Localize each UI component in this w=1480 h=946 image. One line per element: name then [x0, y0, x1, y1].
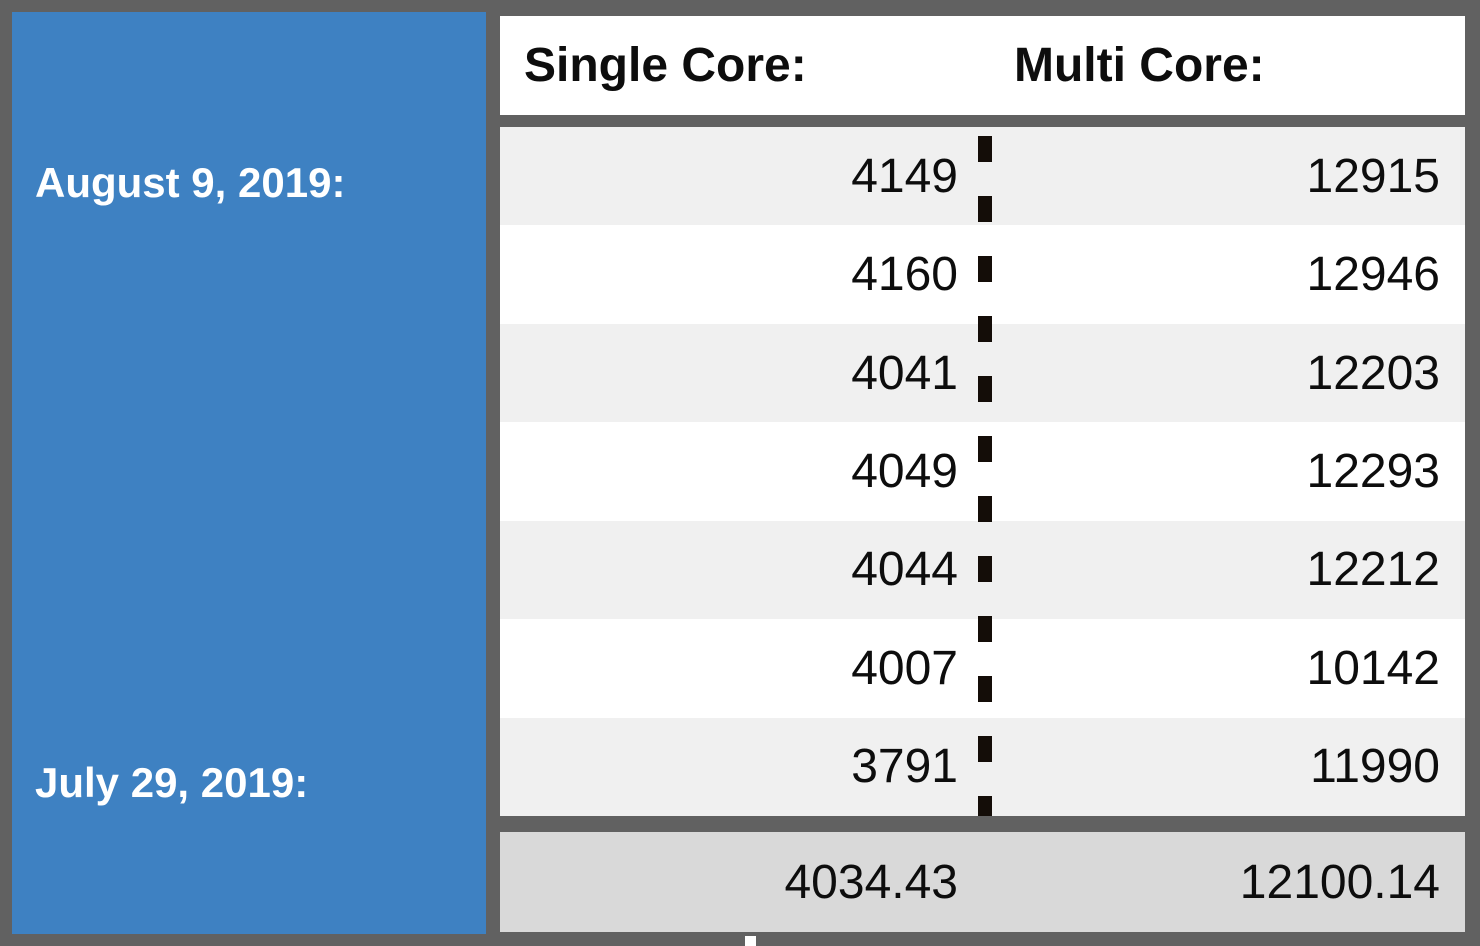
single-core-value: 4007 [851, 641, 958, 695]
single-core-column-header: Single Core: [524, 39, 807, 92]
multi-core-value: 11990 [1310, 740, 1440, 794]
table-row: 4007 10142 [500, 619, 1465, 717]
table-row: 4049 12293 [500, 422, 1465, 520]
table-row: 4044 12212 [500, 520, 1465, 620]
multi-core-value: 12212 [1306, 543, 1440, 597]
table-row: 4149 12915 [500, 127, 1465, 226]
multi-core-average: 12100.14 [1239, 855, 1440, 909]
scores-header: Single Core: Multi Core: [500, 16, 1465, 115]
bottom-border-notch [745, 936, 756, 946]
date-panel: August 9, 2019: July 29, 2019: [12, 12, 486, 934]
table-row: 4041 12203 [500, 323, 1465, 423]
multi-core-column-header: Multi Core: [1014, 39, 1265, 92]
multi-core-value: 12915 [1306, 149, 1440, 203]
single-core-average: 4034.43 [784, 855, 958, 909]
single-core-value: 4049 [851, 444, 958, 498]
table-row: 4160 12946 [500, 225, 1465, 323]
single-core-value: 3791 [851, 740, 958, 794]
multi-core-value: 12946 [1306, 248, 1440, 302]
single-core-value: 4160 [851, 248, 958, 302]
multi-core-value: 12203 [1306, 346, 1440, 400]
single-core-value: 4041 [851, 346, 958, 400]
multi-core-value: 10142 [1306, 641, 1440, 695]
date-label-july-29-2019: July 29, 2019: [35, 759, 309, 806]
table-row: 3791 11990 [500, 717, 1465, 816]
single-core-value: 4044 [851, 543, 958, 597]
averages-footer: 4034.43 12100.14 [500, 832, 1465, 932]
single-core-value: 4149 [851, 149, 958, 203]
scores-table: 4149 12915 4160 12946 4041 12203 4049 12… [500, 127, 1465, 816]
multi-core-value: 12293 [1306, 444, 1440, 498]
date-label-august-9-2019: August 9, 2019: [35, 159, 346, 206]
